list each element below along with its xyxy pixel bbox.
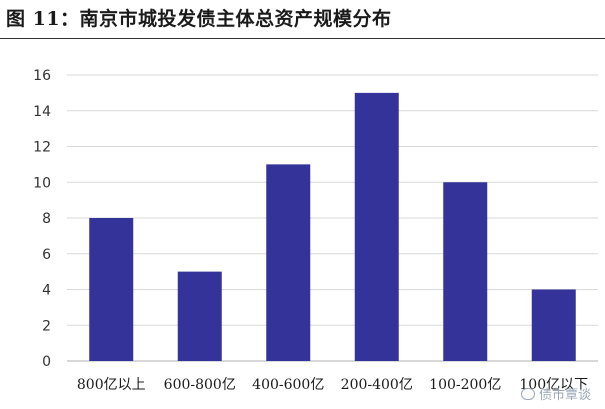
y-tick-label: 16	[33, 68, 51, 84]
watermark-text: 债市覃谈	[538, 388, 591, 403]
y-axis-ticks: 0 2 4 6 8 10 12 14 16	[33, 68, 51, 370]
y-tick-label: 8	[42, 211, 51, 227]
figure-title: 图 11：南京市城投发债主体总资产规模分布	[6, 8, 392, 30]
y-tick-label: 14	[33, 104, 51, 120]
title-divider	[0, 38, 605, 39]
bar-5	[531, 289, 576, 361]
y-tick-label: 10	[33, 175, 51, 191]
gridlines	[67, 74, 598, 362]
y-tick-label: 12	[33, 140, 51, 156]
bar-0	[89, 218, 134, 361]
y-tick-label: 0	[42, 354, 51, 370]
x-category-label: 200-400亿	[341, 377, 413, 393]
x-axis-labels: 800亿以上 600-800亿 400-600亿 200-400亿 100-200亿 10…	[77, 377, 588, 393]
bars	[89, 92, 576, 361]
bar-2	[266, 164, 311, 361]
watermark: 债市覃谈	[520, 384, 591, 403]
bar-1	[177, 271, 222, 361]
bar-3	[354, 92, 399, 361]
x-category-label: 100亿以下	[519, 377, 588, 393]
x-category-label: 400-600亿	[252, 377, 324, 393]
x-category-label: 800亿以上	[77, 377, 146, 393]
wechat-icon	[520, 388, 535, 400]
x-category-label: 100-200亿	[429, 377, 501, 393]
y-tick-label: 4	[42, 283, 51, 299]
y-tick-label: 2	[42, 318, 51, 334]
bar-4	[443, 182, 488, 361]
y-tick-label: 6	[42, 247, 51, 263]
x-category-label: 600-800亿	[164, 377, 236, 393]
